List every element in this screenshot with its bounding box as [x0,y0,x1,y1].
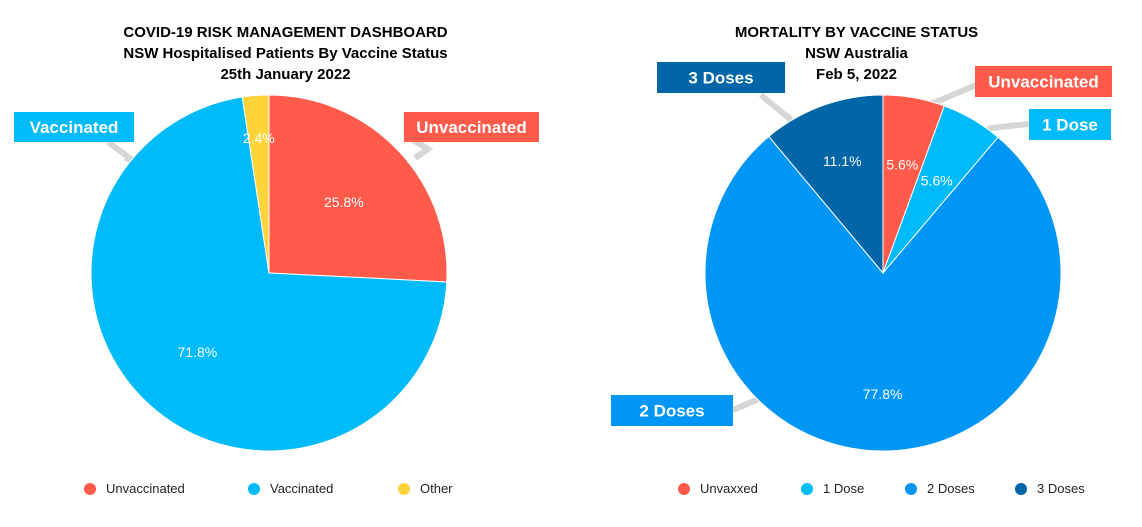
legend-item: Other [398,481,453,496]
chart-titles: MORTALITY BY VACCINE STATUS NSW Australi… [571,22,1142,85]
legend-item: Unvaccinated [84,481,185,496]
legend-label: Unvaccinated [106,481,185,496]
legend-item: Vaccinated [248,481,333,496]
chart-title: COVID-19 RISK MANAGEMENT DASHBOARD [123,24,448,41]
legend-swatch [905,482,917,495]
callout-label: 3 Doses [688,69,753,88]
chart-date: 25th January 2022 [220,66,351,83]
legend-swatch [248,482,260,495]
legend-label: Other [420,481,453,496]
chart-title: MORTALITY BY VACCINE STATUS [734,24,979,41]
callout-label: Unvaccinated [988,73,1099,92]
mortality-pie-chart: MORTALITY BY VACCINE STATUS NSW Australi… [571,0,1142,527]
chart-titles: COVID-19 RISK MANAGEMENT DASHBOARD NSW H… [0,22,571,85]
slice-data-label: 77.8% [863,386,903,402]
callout-box [657,62,785,93]
hospitalised-pie-chart: COVID-19 RISK MANAGEMENT DASHBOARD NSW H… [0,22,571,501]
callout-box [975,66,1112,97]
callout-box [404,112,539,142]
pie-svg: 5.6%5.6% 77.8% 11.1% Unvaccinated 1 Dose 2 Do… [611,62,1112,452]
callout-leader-line [759,92,794,123]
legend-label: 1 Dose [823,481,865,496]
chart-legend: Unvaxxed 1 Dose 2 Doses 3 Doses [571,481,1142,501]
callout-box [14,112,134,142]
slice-data-label: 71.8% [178,344,218,360]
chart-subtitle: NSW Australia [805,45,908,62]
callout-box [611,395,733,426]
legend-swatch [678,482,690,495]
chart-legend: Unvaccinated Vaccinated Other [0,481,571,501]
pie-slice-vaccinated [90,96,448,452]
slice-data-label: 5.6% [886,156,918,172]
pie-svg: 25.8% 71.8% 2.4% Unvaccinated Vaccinated [14,94,539,452]
pie-slice-3-doses [768,94,884,275]
callout-label: 2 Doses [639,402,704,421]
callout-box [1029,109,1111,140]
legend-label: 2 Doses [927,481,975,496]
legend-item: 3 Doses [1015,481,1085,496]
slice-data-label: 25.8% [324,194,364,210]
callout-label: Unvaccinated [416,118,527,137]
chart-subtitle: NSW Hospitalised Patients By Vaccine Sta… [123,45,448,62]
callout-label: 1 Dose [1042,116,1098,135]
callout-label: Vaccinated [30,118,119,137]
chart-date: Feb 5, 2022 [816,66,897,83]
pie-slice-other [241,94,270,274]
legend-label: Vaccinated [270,481,334,496]
slice-data-label: 5.6% [921,173,953,189]
legend-item: 1 Dose [801,481,864,496]
legend-swatch [398,482,410,495]
legend-label: 3 Doses [1037,481,1085,496]
pie-slice-unvaccinated [268,94,448,283]
legend-swatch [1015,482,1027,495]
legend-item: 2 Doses [905,481,975,496]
legend-swatch [801,482,813,495]
slice-data-label: 2.4% [243,130,275,146]
callout-leader-line [106,139,137,165]
legend-label: Unvaxxed [700,481,758,496]
pie-slice-2-doses [704,135,1062,452]
legend-item: Unvaxxed [678,481,758,496]
legend-swatch [84,482,96,495]
slice-data-label: 11.1% [823,153,862,169]
